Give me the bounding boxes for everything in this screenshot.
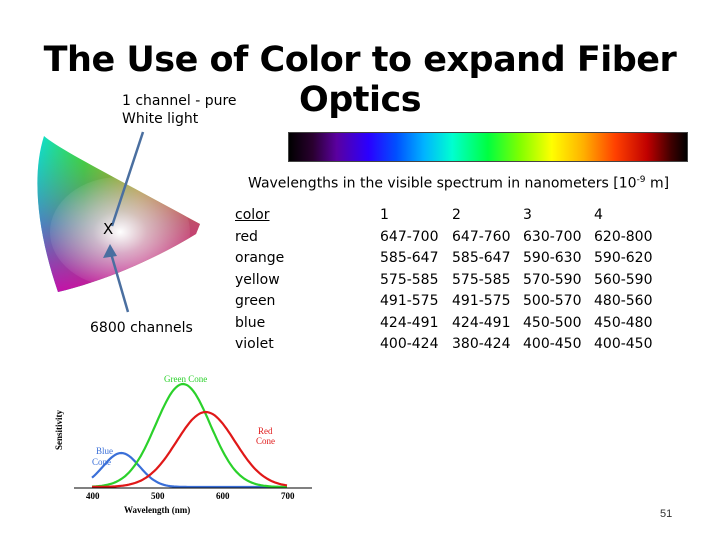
cone-xlabel: Wavelength (nm) [124, 505, 190, 515]
blue-cone-label-1: Blue [96, 446, 113, 456]
color-name: green [235, 293, 276, 309]
range-cell: 424-491 [452, 314, 511, 331]
range-cell: 450-500 [523, 314, 582, 331]
arrowhead-icon [103, 244, 117, 258]
range-cell: 480-560 [594, 293, 653, 309]
wavelength-exponent: -9 [636, 175, 646, 185]
chromaticity-diagram [37, 136, 200, 292]
range-cell: 590-620 [594, 250, 653, 266]
range-cell: 400-450 [523, 336, 582, 352]
one-channel-note: 1 channel - pure White light [122, 92, 237, 128]
range-cell: 450-480 [594, 314, 653, 331]
color-name: violet [235, 336, 274, 352]
range-column-2: 2 647-760 585-647 575-585 491-575 424-49… [452, 205, 511, 356]
color-name: blue [235, 314, 266, 331]
color-name-column: color red orange yellow green blue viole… [235, 205, 284, 356]
arrow-shaft-6800 [108, 249, 130, 313]
blue-cone-curve [91, 451, 287, 489]
column-header: 1 [380, 207, 389, 223]
range-cell: 560-590 [594, 271, 653, 288]
range-cell: 620-800 [594, 228, 653, 245]
range-cell: 575-585 [380, 271, 439, 288]
color-name: red [235, 228, 258, 245]
visible-spectrum-bar [288, 132, 688, 162]
range-column-4: 4 620-800 590-620 560-590 480-560 450-48… [594, 205, 653, 356]
range-cell: 590-630 [523, 250, 582, 266]
range-cell: 570-590 [523, 271, 582, 288]
one-channel-line2: White light [122, 111, 199, 127]
range-column-3: 3 630-700 590-630 570-590 500-570 450-50… [523, 205, 582, 356]
color-header: color [235, 207, 270, 223]
arrow-to-white-point [110, 131, 145, 227]
cone-x-tick-label: 700 [281, 491, 295, 501]
cone-sensitivity-chart: 400 500 600 700 Wavelength (nm) Sensitivity… [54, 374, 312, 515]
range-cell: 647-700 [380, 228, 439, 245]
cone-ylabel: Sensitivity [54, 409, 64, 450]
range-cell: 585-647 [452, 250, 511, 266]
cone-x-tick-label: 400 [86, 491, 100, 501]
red-cone-label-1: Red [258, 426, 273, 436]
blue-cone-label-2: Cone [92, 457, 111, 467]
green-cone-label: Green Cone [164, 374, 207, 384]
red-cone-label-2: Cone [256, 436, 275, 446]
one-channel-line1: 1 channel - pure [122, 93, 237, 109]
range-cell: 424-491 [380, 314, 439, 331]
range-cell: 380-424 [452, 336, 511, 352]
wavelength-caption: Wavelengths in the visible spectrum in n… [248, 175, 670, 192]
range-cell: 575-585 [452, 271, 511, 288]
range-cell: 500-570 [523, 293, 582, 309]
range-cell: 400-450 [594, 336, 653, 352]
range-cell: 647-760 [452, 228, 511, 245]
cone-x-tick-label: 500 [151, 491, 165, 501]
range-cell: 585-647 [380, 250, 439, 266]
x-mark: X [103, 220, 114, 238]
cone-x-tick-label: 600 [216, 491, 230, 501]
range-column-1: 1 647-700 585-647 575-585 491-575 424-49… [380, 205, 439, 356]
column-header: 2 [452, 207, 461, 223]
channels-6800-label: 6800 channels [90, 320, 193, 336]
color-name: yellow [235, 271, 280, 288]
page-number: 51 [660, 508, 673, 520]
green-cone-curve [91, 382, 287, 488]
range-cell: 491-575 [452, 293, 511, 309]
range-cell: 400-424 [380, 336, 439, 352]
red-cone-curve [91, 410, 288, 489]
range-cell: 630-700 [523, 228, 582, 245]
color-name: orange [235, 250, 285, 266]
column-header: 4 [594, 207, 603, 223]
slide-title: The Use of Color to expand Fiber Optics [43, 40, 677, 120]
range-cell: 491-575 [380, 293, 439, 309]
column-header: 3 [523, 207, 532, 223]
